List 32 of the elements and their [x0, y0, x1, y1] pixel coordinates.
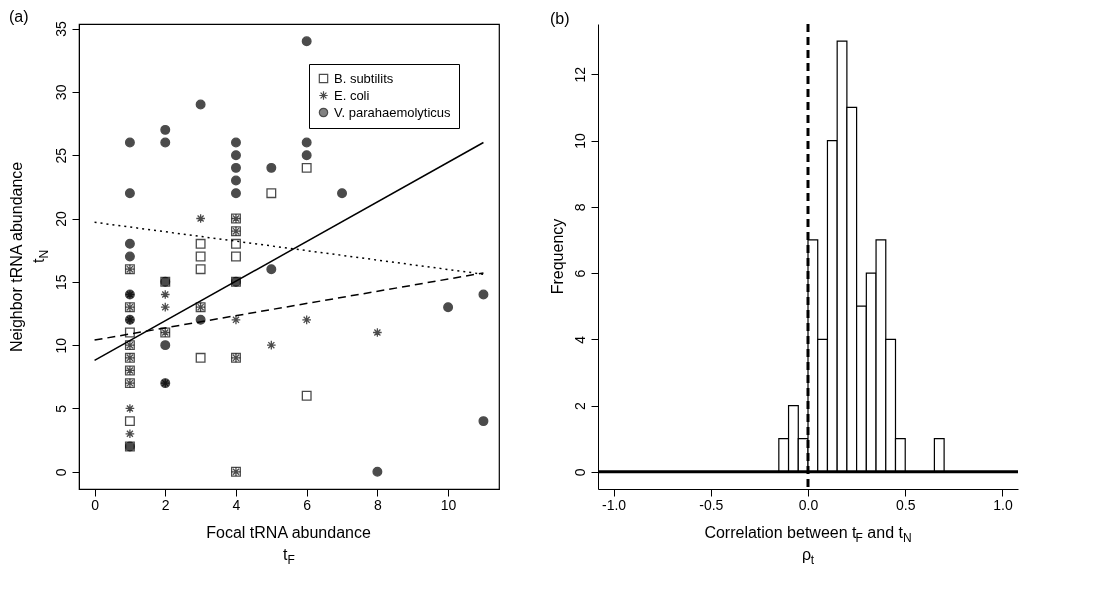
- y-tick-label: 25: [52, 147, 69, 164]
- x-tick-label: -1.0: [601, 496, 627, 513]
- x-tick-label: 0: [91, 496, 100, 513]
- y-tick-label: 0: [571, 468, 588, 477]
- x-tick-label: 1.0: [993, 496, 1013, 513]
- y-tick-label: 12: [571, 66, 588, 83]
- x-tick-label: -0.5: [699, 496, 724, 513]
- y-tick-label: 10: [52, 337, 69, 354]
- x-tick-label: 4: [232, 496, 241, 513]
- x-tick-label: 0.5: [895, 496, 916, 513]
- x-tick-label: 2: [161, 496, 170, 513]
- chart-title: (b): [550, 9, 570, 27]
- y-tick-label: 6: [571, 269, 588, 278]
- y-tick-label: 5: [52, 404, 69, 413]
- y-tick-label: 4: [571, 335, 588, 344]
- y-tick-label: 10: [571, 133, 588, 149]
- legend-label: B. subtilits: [334, 70, 394, 86]
- y-tick-label: 15: [52, 274, 69, 291]
- legend-label: E. coli: [334, 87, 370, 103]
- y-tick-label: 35: [52, 21, 69, 37]
- x-tick-label: 6: [303, 496, 312, 513]
- legend-label: V. parahaemolyticus: [334, 104, 452, 120]
- y-axis-title: Frequency: [549, 218, 566, 295]
- y-tick-label: 30: [52, 84, 69, 101]
- x-tick-label: 8: [373, 496, 382, 513]
- y-tick-label: 8: [571, 203, 588, 212]
- x-tick-label: 10: [440, 496, 457, 513]
- y-tick-label: 0: [52, 468, 69, 477]
- x-tick-label: 0.0: [798, 496, 819, 513]
- y-tick-label: 20: [52, 211, 69, 227]
- chart-title: (a): [9, 7, 29, 25]
- y-tick-label: 2: [571, 401, 588, 410]
